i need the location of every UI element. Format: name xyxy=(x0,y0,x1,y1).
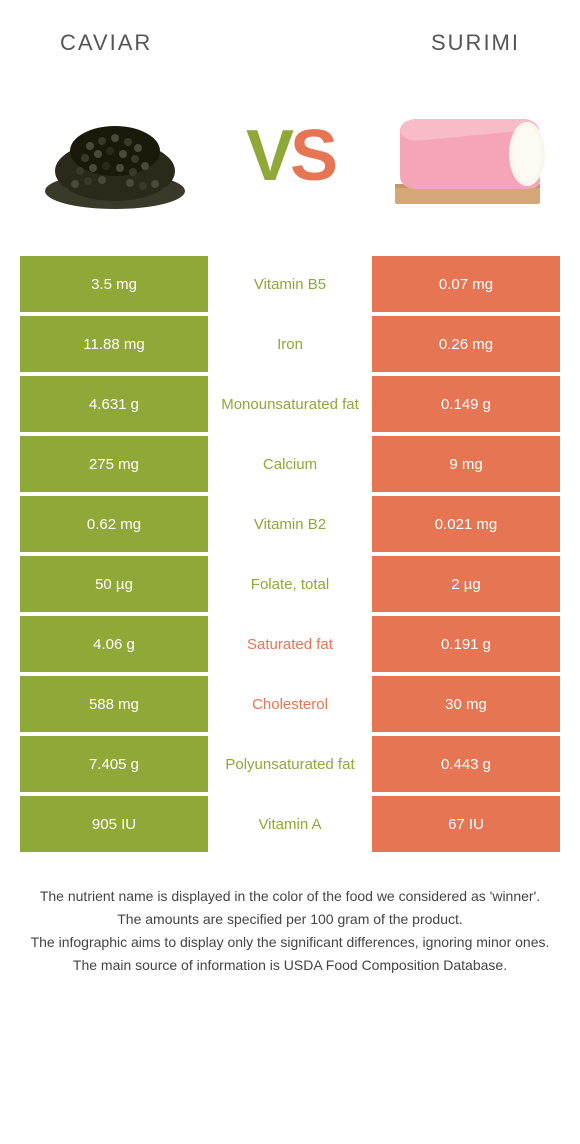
header: Caviar Surimi xyxy=(0,0,580,76)
left-value-cell: 3.5 mg xyxy=(20,256,208,312)
footnote-line: The amounts are specified per 100 gram o… xyxy=(30,909,550,930)
left-value-cell: 905 IU xyxy=(20,796,208,852)
footnote-line: The infographic aims to display only the… xyxy=(30,932,550,953)
nutrient-label-cell: Calcium xyxy=(208,436,372,492)
table-row: 7.405 gPolyunsaturated fat0.443 g xyxy=(20,736,560,792)
comparison-table: 3.5 mgVitamin B50.07 mg11.88 mgIron0.26 … xyxy=(0,256,580,852)
nutrient-label-cell: Monounsaturated fat xyxy=(208,376,372,432)
left-value-cell: 50 µg xyxy=(20,556,208,612)
right-value-cell: 30 mg xyxy=(372,676,560,732)
left-value-cell: 0.62 mg xyxy=(20,496,208,552)
left-value-cell: 588 mg xyxy=(20,676,208,732)
vs-s: S xyxy=(290,116,334,196)
right-value-cell: 2 µg xyxy=(372,556,560,612)
table-row: 3.5 mgVitamin B50.07 mg xyxy=(20,256,560,312)
table-row: 588 mgCholesterol30 mg xyxy=(20,676,560,732)
right-value-cell: 0.021 mg xyxy=(372,496,560,552)
left-value-cell: 11.88 mg xyxy=(20,316,208,372)
nutrient-label-cell: Vitamin A xyxy=(208,796,372,852)
footnote-line: The nutrient name is displayed in the co… xyxy=(30,886,550,907)
surimi-image xyxy=(370,86,560,226)
table-row: 275 mgCalcium9 mg xyxy=(20,436,560,492)
left-food-title: Caviar xyxy=(60,30,152,56)
left-value-cell: 4.631 g xyxy=(20,376,208,432)
right-food-title: Surimi xyxy=(431,30,520,56)
left-value-cell: 275 mg xyxy=(20,436,208,492)
left-value-cell: 4.06 g xyxy=(20,616,208,672)
table-row: 0.62 mgVitamin B20.021 mg xyxy=(20,496,560,552)
right-value-cell: 67 IU xyxy=(372,796,560,852)
nutrient-label-cell: Iron xyxy=(208,316,372,372)
table-row: 4.631 gMonounsaturated fat0.149 g xyxy=(20,376,560,432)
right-value-cell: 0.443 g xyxy=(372,736,560,792)
table-row: 4.06 gSaturated fat0.191 g xyxy=(20,616,560,672)
right-value-cell: 0.149 g xyxy=(372,376,560,432)
nutrient-label-cell: Saturated fat xyxy=(208,616,372,672)
right-value-cell: 9 mg xyxy=(372,436,560,492)
right-value-cell: 0.07 mg xyxy=(372,256,560,312)
right-value-cell: 0.191 g xyxy=(372,616,560,672)
nutrient-label-cell: Vitamin B5 xyxy=(208,256,372,312)
images-row: VS xyxy=(0,76,580,256)
left-value-cell: 7.405 g xyxy=(20,736,208,792)
caviar-image xyxy=(20,86,210,226)
vs-v: V xyxy=(246,116,290,196)
vs-label: VS xyxy=(246,115,334,197)
footnote-line: The main source of information is USDA F… xyxy=(30,955,550,976)
nutrient-label-cell: Cholesterol xyxy=(208,676,372,732)
nutrient-label-cell: Polyunsaturated fat xyxy=(208,736,372,792)
footnotes: The nutrient name is displayed in the co… xyxy=(0,856,580,976)
right-value-cell: 0.26 mg xyxy=(372,316,560,372)
table-row: 50 µgFolate, total2 µg xyxy=(20,556,560,612)
nutrient-label-cell: Vitamin B2 xyxy=(208,496,372,552)
nutrient-label-cell: Folate, total xyxy=(208,556,372,612)
table-row: 905 IUVitamin A67 IU xyxy=(20,796,560,852)
table-row: 11.88 mgIron0.26 mg xyxy=(20,316,560,372)
